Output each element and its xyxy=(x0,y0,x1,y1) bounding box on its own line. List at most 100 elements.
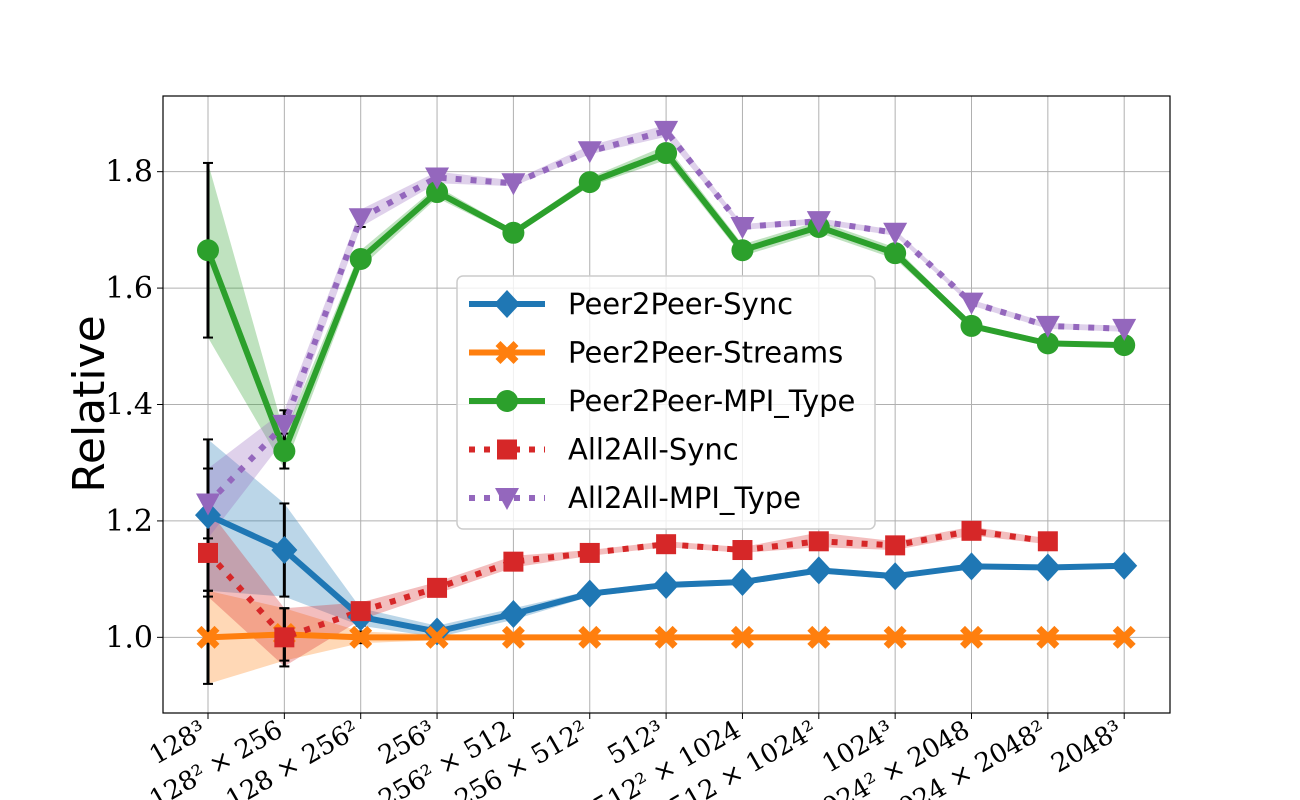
all2all-mpi-type-point xyxy=(1035,315,1060,338)
all2all-mpi-type-point xyxy=(425,167,450,190)
all2all-sync-point xyxy=(503,551,524,572)
y-tick-label: 1.2 xyxy=(105,504,153,539)
legend-label: All2All-MPI_Type xyxy=(568,481,801,515)
all2all-sync-point xyxy=(961,520,982,541)
x-marker-stroke xyxy=(807,625,831,649)
peer2peer-mpi-type-point xyxy=(349,247,372,270)
all2all-mpi-type-point xyxy=(883,222,908,245)
y-tick-label: 1.4 xyxy=(105,388,153,423)
legend-item-peer2peer-mpi-type: Peer2Peer-MPI_Type xyxy=(469,384,855,418)
all2all-mpi-type-point xyxy=(272,414,297,437)
x-marker-stroke xyxy=(196,625,220,649)
x-marker-stroke xyxy=(501,625,525,649)
all2all-sync-point xyxy=(1037,531,1058,552)
peer2peer-sync-point xyxy=(882,562,909,591)
peer2peer-sync-point xyxy=(576,579,603,608)
legend-item-all2all-sync: All2All-Sync xyxy=(469,433,739,467)
all2all-sync-point xyxy=(427,577,448,598)
all2all-sync-point xyxy=(885,535,906,556)
x-marker-stroke xyxy=(425,625,449,649)
legend-swatch-marker xyxy=(495,488,519,510)
peer2peer-mpi-type-point xyxy=(578,171,601,194)
peer2peer-mpi-type-point xyxy=(960,314,983,337)
peer2peer-sync-point xyxy=(653,570,680,599)
all2all-sync-band xyxy=(208,509,1048,667)
x-marker-stroke xyxy=(1112,625,1136,649)
legend-swatch-marker xyxy=(495,341,519,364)
y-tick-label: 1.0 xyxy=(105,620,153,655)
peer2peer-mpi-type-point xyxy=(731,239,754,262)
all2all-sync-point xyxy=(350,601,371,622)
x-marker-stroke xyxy=(730,625,754,649)
legend-label: Peer2Peer-Streams xyxy=(568,336,843,370)
peer2peer-sync-point xyxy=(958,552,985,581)
legend-label: All2All-Sync xyxy=(568,433,739,467)
peer2peer-streams-point xyxy=(349,625,373,649)
x-marker-stroke xyxy=(495,341,519,364)
x-marker-stroke xyxy=(654,625,678,649)
x-marker-stroke xyxy=(349,625,373,649)
all2all-sync-line xyxy=(205,527,1049,641)
all2all-mpi-type-point xyxy=(196,493,220,516)
series-markers xyxy=(195,120,1138,649)
legend-box xyxy=(456,275,876,530)
peer2peer-sync-point xyxy=(1034,553,1061,582)
y-axis-label: Relative xyxy=(64,315,115,492)
all2all-mpi-type-point xyxy=(348,208,373,231)
peer2peer-mpi-type-point xyxy=(273,440,296,463)
all2all-sync-point xyxy=(732,540,753,561)
all2all-mpi-type-point xyxy=(577,141,602,164)
y-tick-label: 1.8 xyxy=(105,155,153,190)
legend-swatch-marker xyxy=(496,390,518,412)
legend-item-peer2peer-streams: Peer2Peer-Streams xyxy=(469,336,843,370)
peer2peer-mpi-type-point xyxy=(197,239,219,262)
legend-item-peer2peer-sync: Peer2Peer-Sync xyxy=(469,287,793,321)
x-tick-label: 2048³ xyxy=(1046,715,1127,779)
peer2peer-sync-point xyxy=(424,617,451,646)
peer2peer-streams-point xyxy=(883,625,907,649)
all2all-sync-point xyxy=(274,627,295,648)
y-tick-label: 1.6 xyxy=(105,271,153,306)
peer2peer-streams-point xyxy=(960,625,983,649)
peer2peer-sync-point xyxy=(729,568,756,597)
peer2peer-sync-point xyxy=(1111,551,1138,580)
peer2peer-streams-point xyxy=(425,625,449,649)
peer2peer-streams-point xyxy=(501,625,525,649)
x-marker-stroke xyxy=(1036,625,1060,649)
peer2peer-streams-point xyxy=(1036,625,1060,649)
x-marker-stroke xyxy=(883,625,907,649)
peer2peer-streams-point xyxy=(196,625,220,649)
legend-swatch-marker xyxy=(497,439,517,460)
all2all-mpi-type-point xyxy=(501,173,526,196)
legend-label: Peer2Peer-MPI_Type xyxy=(568,384,855,418)
legend-item-all2all-mpi-type: All2All-MPI_Type xyxy=(469,481,801,515)
y-axis-ticks: 1.0 1.2 1.4 1.6 1.8 xyxy=(105,155,163,655)
peer2peer-mpi-type-point xyxy=(884,242,907,265)
peer2peer-sync-point xyxy=(271,536,298,565)
all2all-sync-point xyxy=(579,542,600,563)
peer2peer-mpi-type-point xyxy=(1036,332,1059,355)
all2all-mpi-type-point xyxy=(1112,318,1137,341)
all2all-mpi-type-point xyxy=(730,216,755,239)
legend-swatch-marker xyxy=(494,290,520,318)
peer2peer-streams-point xyxy=(578,625,602,649)
all2all-sync-point xyxy=(198,542,218,563)
peer2peer-streams-point xyxy=(807,625,831,649)
peer2peer-sync-point xyxy=(500,600,527,629)
legend: Peer2Peer-Sync Peer2Peer-Streams Peer2Peer… xyxy=(456,275,876,530)
peer2peer-mpi-type-point xyxy=(655,142,678,165)
all2all-mpi-type-point xyxy=(654,120,679,143)
peer2peer-streams-point xyxy=(1112,625,1136,649)
all2all-mpi-type-point xyxy=(806,211,831,234)
x-marker-stroke xyxy=(578,625,602,649)
legend-label: Peer2Peer-Sync xyxy=(568,287,793,321)
peer2peer-streams-point xyxy=(654,625,678,649)
x-marker-stroke xyxy=(960,625,983,649)
all2all-sync-point xyxy=(656,534,677,555)
peer2peer-streams-point xyxy=(730,625,754,649)
peer2peer-mpi-type-point xyxy=(426,181,449,204)
all2all-sync-point xyxy=(808,531,829,552)
all2all-mpi-type-point xyxy=(959,292,984,315)
